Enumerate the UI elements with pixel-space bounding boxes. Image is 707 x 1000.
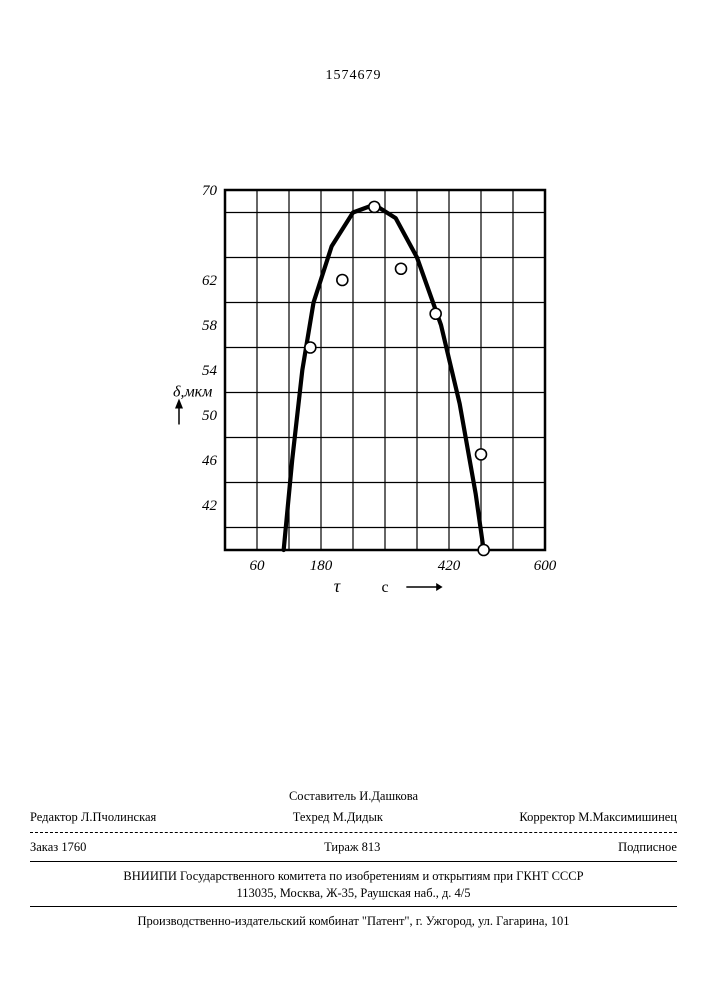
divider xyxy=(30,832,677,833)
corrector-label: Корректор xyxy=(519,810,575,824)
subscription: Подписное xyxy=(618,840,677,854)
footer: Составитель И.Дашкова Редактор Л.Пчолинс… xyxy=(30,786,677,930)
order-label: Заказ xyxy=(30,840,58,854)
editor-label: Редактор xyxy=(30,810,78,824)
svg-text:46: 46 xyxy=(202,453,218,469)
tech-name: М.Дидык xyxy=(333,810,383,824)
org-address: 113035, Москва, Ж-35, Раушская наб., д. … xyxy=(30,885,677,902)
svg-text:58: 58 xyxy=(202,318,218,334)
svg-text:δ,мкм: δ,мкм xyxy=(173,384,212,401)
org: ВНИИПИ Государственного комитета по изоб… xyxy=(30,868,677,885)
svg-text:с: с xyxy=(381,579,388,596)
svg-text:180: 180 xyxy=(310,558,333,574)
svg-text:50: 50 xyxy=(202,408,218,424)
editor-name: Л.Пчолинская xyxy=(81,810,156,824)
divider xyxy=(30,906,677,907)
corrector-name: М.Максимишинец xyxy=(578,810,677,824)
tech-label: Техред xyxy=(293,810,330,824)
order-no: 1760 xyxy=(61,840,86,854)
svg-text:τ: τ xyxy=(334,576,341,596)
document-number: 1574679 xyxy=(0,68,707,84)
compiler-name: И.Дашкова xyxy=(359,789,418,803)
svg-text:600: 600 xyxy=(534,558,557,574)
compiler-label: Составитель xyxy=(289,789,356,803)
divider xyxy=(30,861,677,862)
publisher: Производственно-издательский комбинат "П… xyxy=(30,913,677,930)
svg-text:62: 62 xyxy=(202,273,218,289)
svg-text:54: 54 xyxy=(202,363,218,379)
chart: 42 46 50 54 58 62 70 60 180 420 600 δ,мкм τ с xyxy=(165,170,585,615)
svg-text:42: 42 xyxy=(202,498,218,514)
svg-text:420: 420 xyxy=(438,558,461,574)
circulation-no: 813 xyxy=(362,840,381,854)
svg-text:60: 60 xyxy=(250,558,266,574)
circulation-label: Тираж xyxy=(324,840,358,854)
svg-text:70: 70 xyxy=(202,183,218,199)
